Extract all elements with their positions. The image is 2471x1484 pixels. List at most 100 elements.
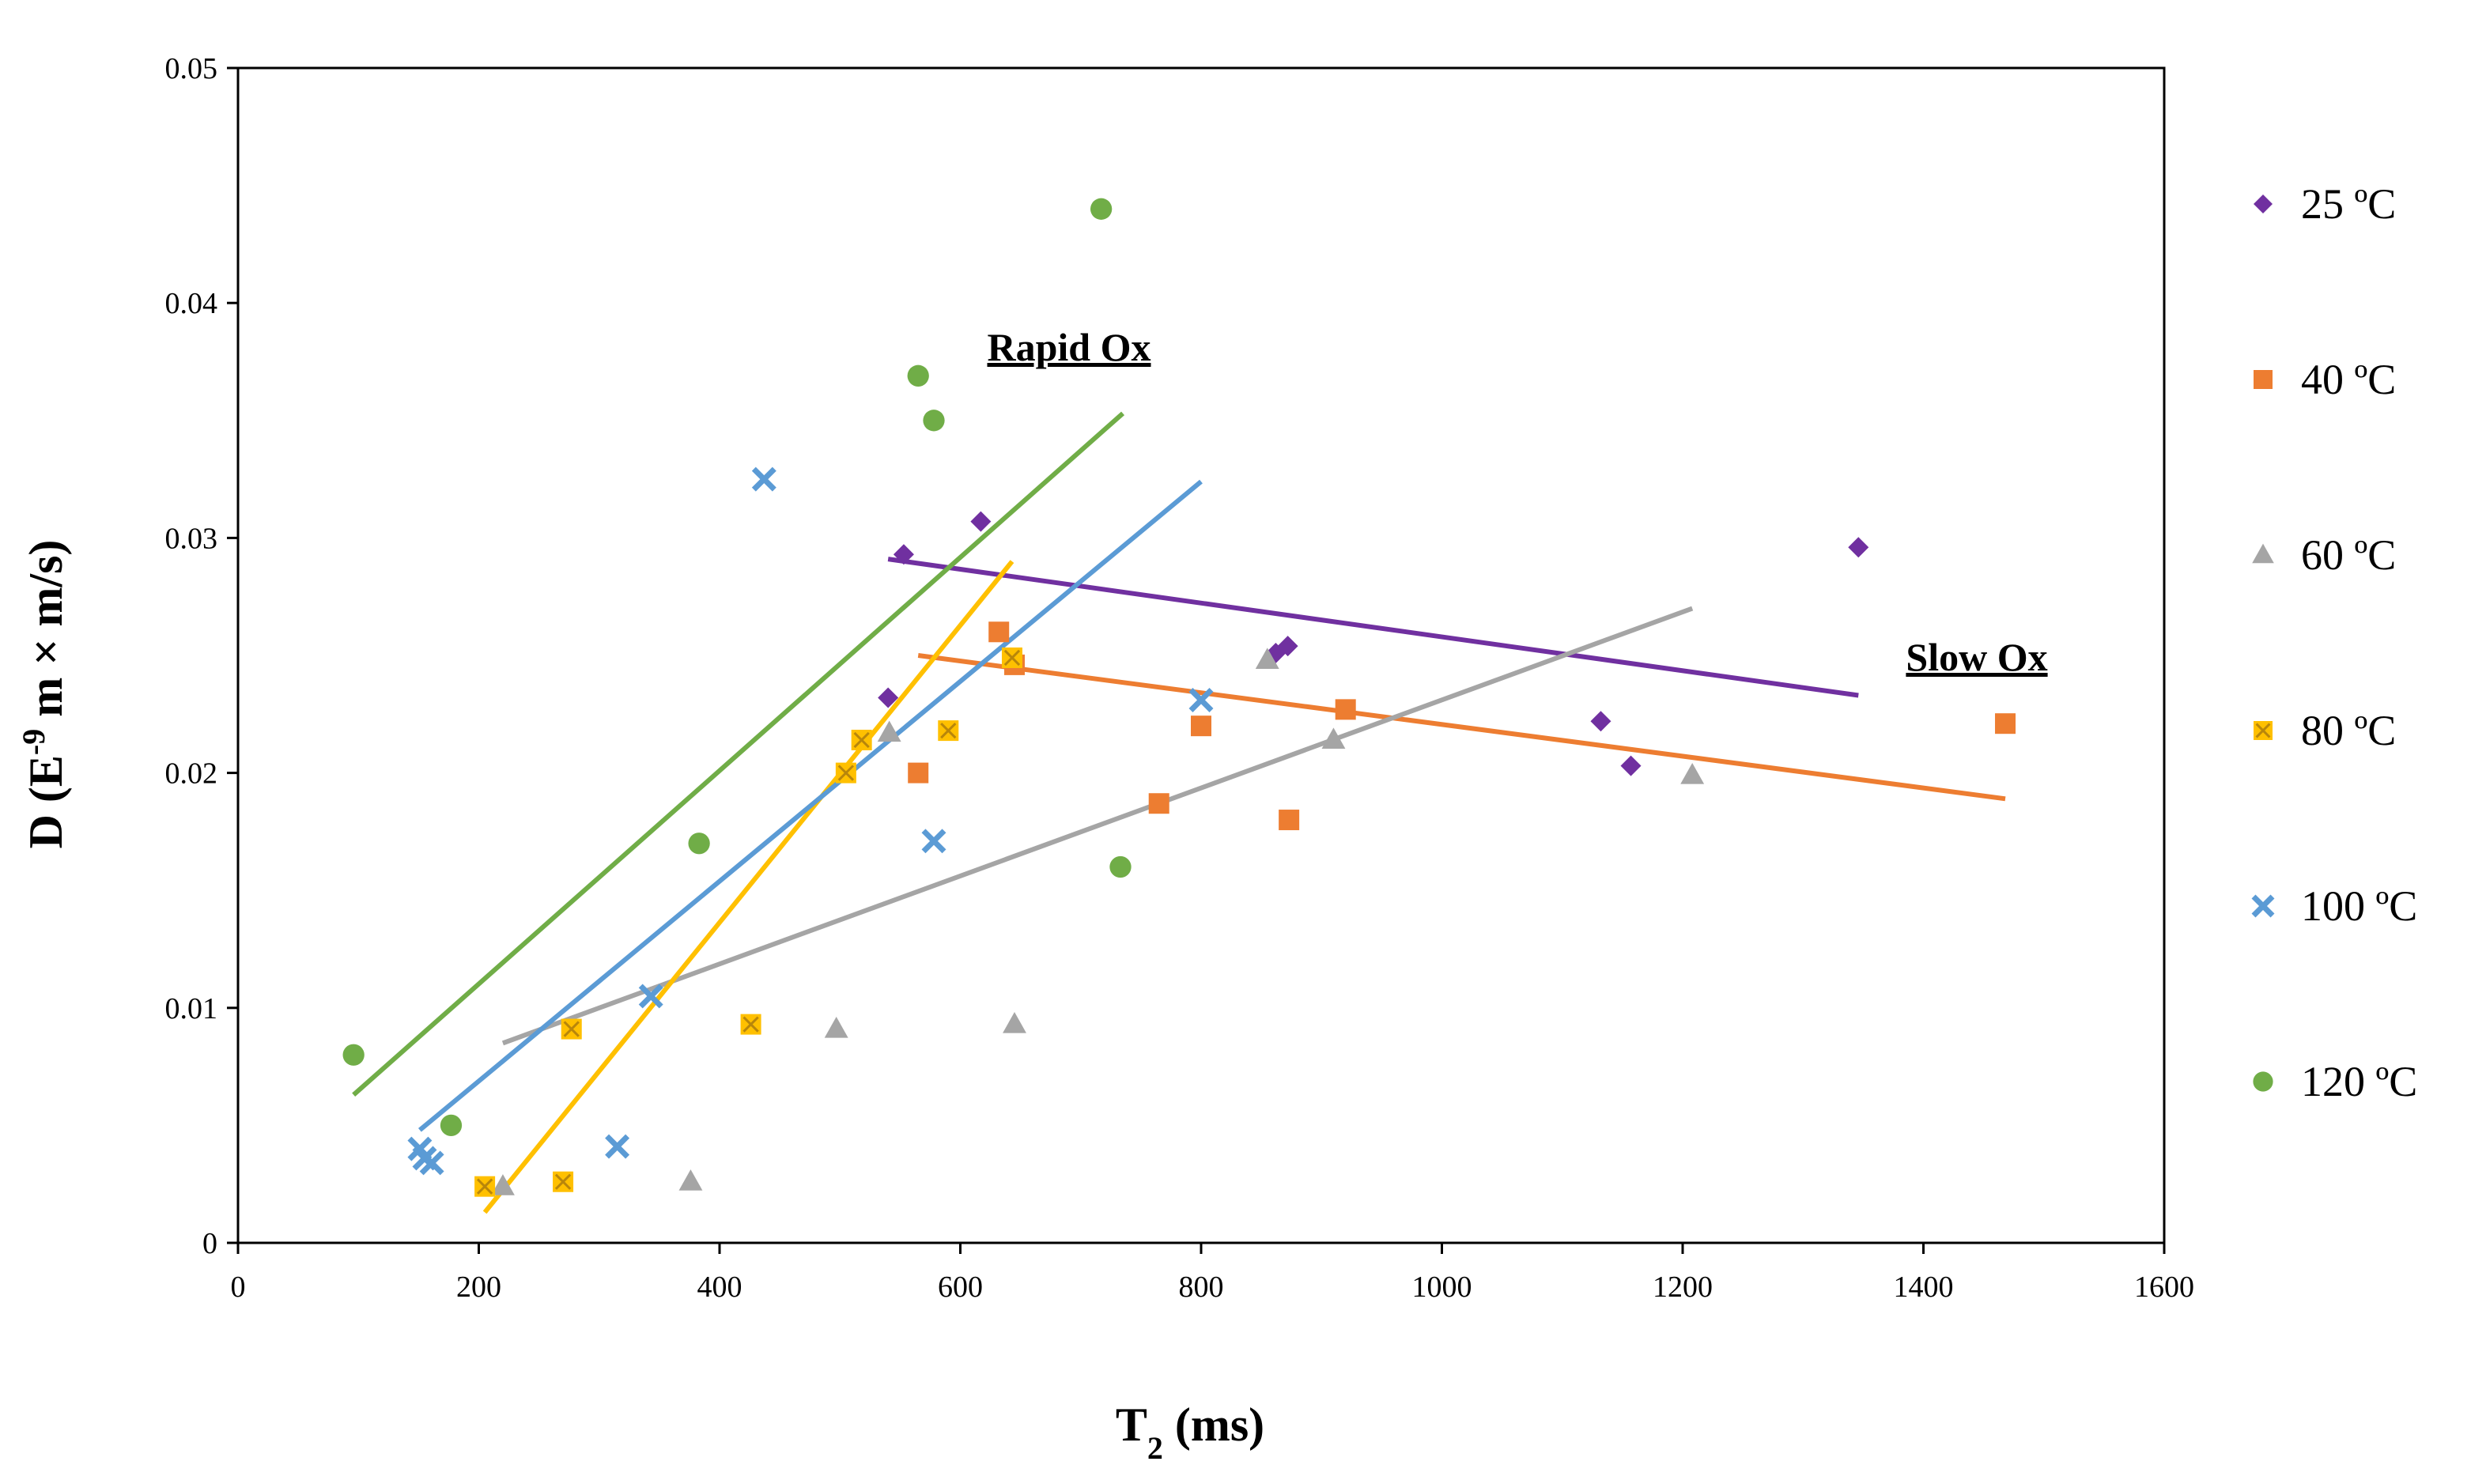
point-series-5-2 [688, 833, 710, 855]
point-series-2-0 [491, 1174, 515, 1195]
legend-marker-1 [2254, 370, 2273, 389]
point-series-3-3-stroke-b [742, 1016, 759, 1033]
trendline-series-2 [501, 606, 1694, 1046]
legend-label-1: 40 ºC [2301, 356, 2396, 403]
point-series-0-4 [1277, 636, 1298, 657]
point-series-1-4 [1191, 716, 1211, 737]
point-series-1-3 [1148, 793, 1169, 814]
point-series-4-2 [419, 1150, 444, 1176]
annotation-slow-ox: Slow Ox [1906, 635, 2047, 679]
point-series-1-6 [1335, 699, 1356, 720]
x-axis-title-rest: (ms) [1163, 1399, 1264, 1451]
legend-label-0: 25 ºC [2301, 180, 2396, 228]
annotation-rapid-ox: Rapid Ox [987, 325, 1150, 369]
y-tick-label: 0.04 [165, 287, 218, 320]
y-axis-title: D (E-9 m × m/s) [16, 540, 73, 849]
point-series-4-7-stroke-b [1188, 687, 1214, 712]
trendline-series-1 [917, 653, 2006, 802]
x-axis-title: T2 (ms) [1116, 1399, 1264, 1466]
legend-marker-5 [2253, 1071, 2273, 1092]
legend-marker-0 [2254, 194, 2273, 213]
x-tick-label: 1000 [1412, 1271, 1472, 1304]
point-series-3-1 [553, 1171, 574, 1192]
point-series-4-4 [638, 984, 663, 1009]
point-series-5-5 [1090, 198, 1113, 220]
legend-label-5: 120 ºC [2301, 1058, 2417, 1105]
point-series-3-4 [835, 762, 856, 784]
y-tick-label: 0.01 [165, 992, 218, 1025]
point-series-3-1-stroke-b [554, 1173, 572, 1190]
point-series-3-3 [740, 1014, 761, 1035]
point-series-4-4-stroke-b [638, 984, 663, 1009]
y-axis-title-superscript: -9 [16, 729, 51, 755]
x-tick-label: 1200 [1653, 1271, 1713, 1304]
point-series-3-2-stroke-b [563, 1021, 580, 1037]
point-series-4-0-stroke-b [407, 1136, 433, 1161]
point-series-3-6 [938, 720, 959, 742]
point-series-2-6 [1321, 727, 1346, 750]
y-axis-title-pre: D (E [20, 755, 72, 848]
x-axis-title-main: T [1116, 1399, 1147, 1451]
y-axis-title-post: m × m/s) [20, 540, 72, 729]
y-tick-label: 0 [202, 1227, 217, 1260]
point-series-0-1 [893, 544, 914, 565]
point-series-3-7 [1001, 647, 1022, 668]
data-points [342, 198, 2016, 1197]
point-series-4-6-stroke-b [921, 829, 946, 854]
legend-label-4: 100 ºC [2301, 882, 2417, 930]
axes: 0 200 400 600 800 1000 1200 1400 1600 0 0.01 0.02 0.… [165, 52, 2195, 1304]
point-series-3-0-stroke-b [476, 1178, 493, 1195]
point-series-5-6 [1109, 855, 1132, 878]
x-tick-label: 0 [231, 1271, 246, 1304]
x-tick-label: 200 [456, 1271, 501, 1304]
y-tick-label: 0.03 [165, 522, 218, 555]
point-series-4-3 [605, 1134, 630, 1159]
point-series-0-7 [1848, 537, 1869, 558]
point-series-5-0 [342, 1044, 365, 1066]
legend-marker-4-stroke-b [2251, 894, 2275, 918]
x-tick-label: 1600 [2134, 1271, 2194, 1304]
point-series-4-5 [751, 466, 776, 492]
trendline-series-5 [352, 411, 1125, 1097]
x-tick-label: 400 [697, 1271, 742, 1304]
point-series-3-7-stroke-b [1003, 649, 1021, 666]
point-series-0-2 [970, 511, 992, 532]
point-series-3-5 [851, 729, 872, 750]
legend-marker-3 [2254, 721, 2273, 740]
point-series-4-3-stroke-b [605, 1134, 630, 1159]
legend-label-3: 80 ºC [2301, 707, 2396, 754]
point-series-5-3 [907, 364, 929, 387]
legend-marker-3-stroke-b [2255, 723, 2271, 738]
point-series-1-0 [908, 762, 929, 784]
point-series-3-2 [561, 1018, 582, 1040]
point-series-4-7 [1188, 687, 1214, 712]
point-series-5-1 [440, 1114, 463, 1137]
legend: 25 ºC 40 ºC 60 ºC 80 ºC 100 ºC 120 ºC [2251, 180, 2417, 1105]
point-series-2-7 [1680, 762, 1705, 784]
point-series-3-4-stroke-b [837, 765, 855, 781]
point-series-4-2-stroke-b [419, 1150, 444, 1176]
trendline-series-4 [418, 479, 1203, 1132]
legend-marker-4 [2251, 894, 2275, 918]
point-series-1-7 [1995, 713, 2016, 734]
point-series-2-4 [1003, 1012, 1026, 1033]
point-series-1-1 [988, 621, 1010, 643]
point-series-0-5 [1590, 711, 1611, 732]
legend-marker-2 [2252, 543, 2274, 564]
x-tick-label: 800 [1179, 1271, 1224, 1304]
x-axis-title-subscript: 2 [1147, 1430, 1163, 1466]
point-series-2-1 [678, 1169, 703, 1191]
point-series-1-5 [1279, 810, 1300, 831]
x-tick-label: 1400 [1894, 1271, 1954, 1304]
point-series-3-5-stroke-b [853, 731, 870, 749]
point-series-0-6 [1620, 755, 1642, 776]
point-series-5-4 [923, 410, 945, 432]
trendlines [352, 411, 2006, 1214]
x-tick-label: 600 [938, 1271, 983, 1304]
point-series-2-5 [1255, 648, 1279, 669]
point-series-3-6-stroke-b [940, 722, 957, 739]
point-series-4-5-stroke-b [751, 466, 776, 492]
point-series-3-0 [474, 1176, 496, 1197]
